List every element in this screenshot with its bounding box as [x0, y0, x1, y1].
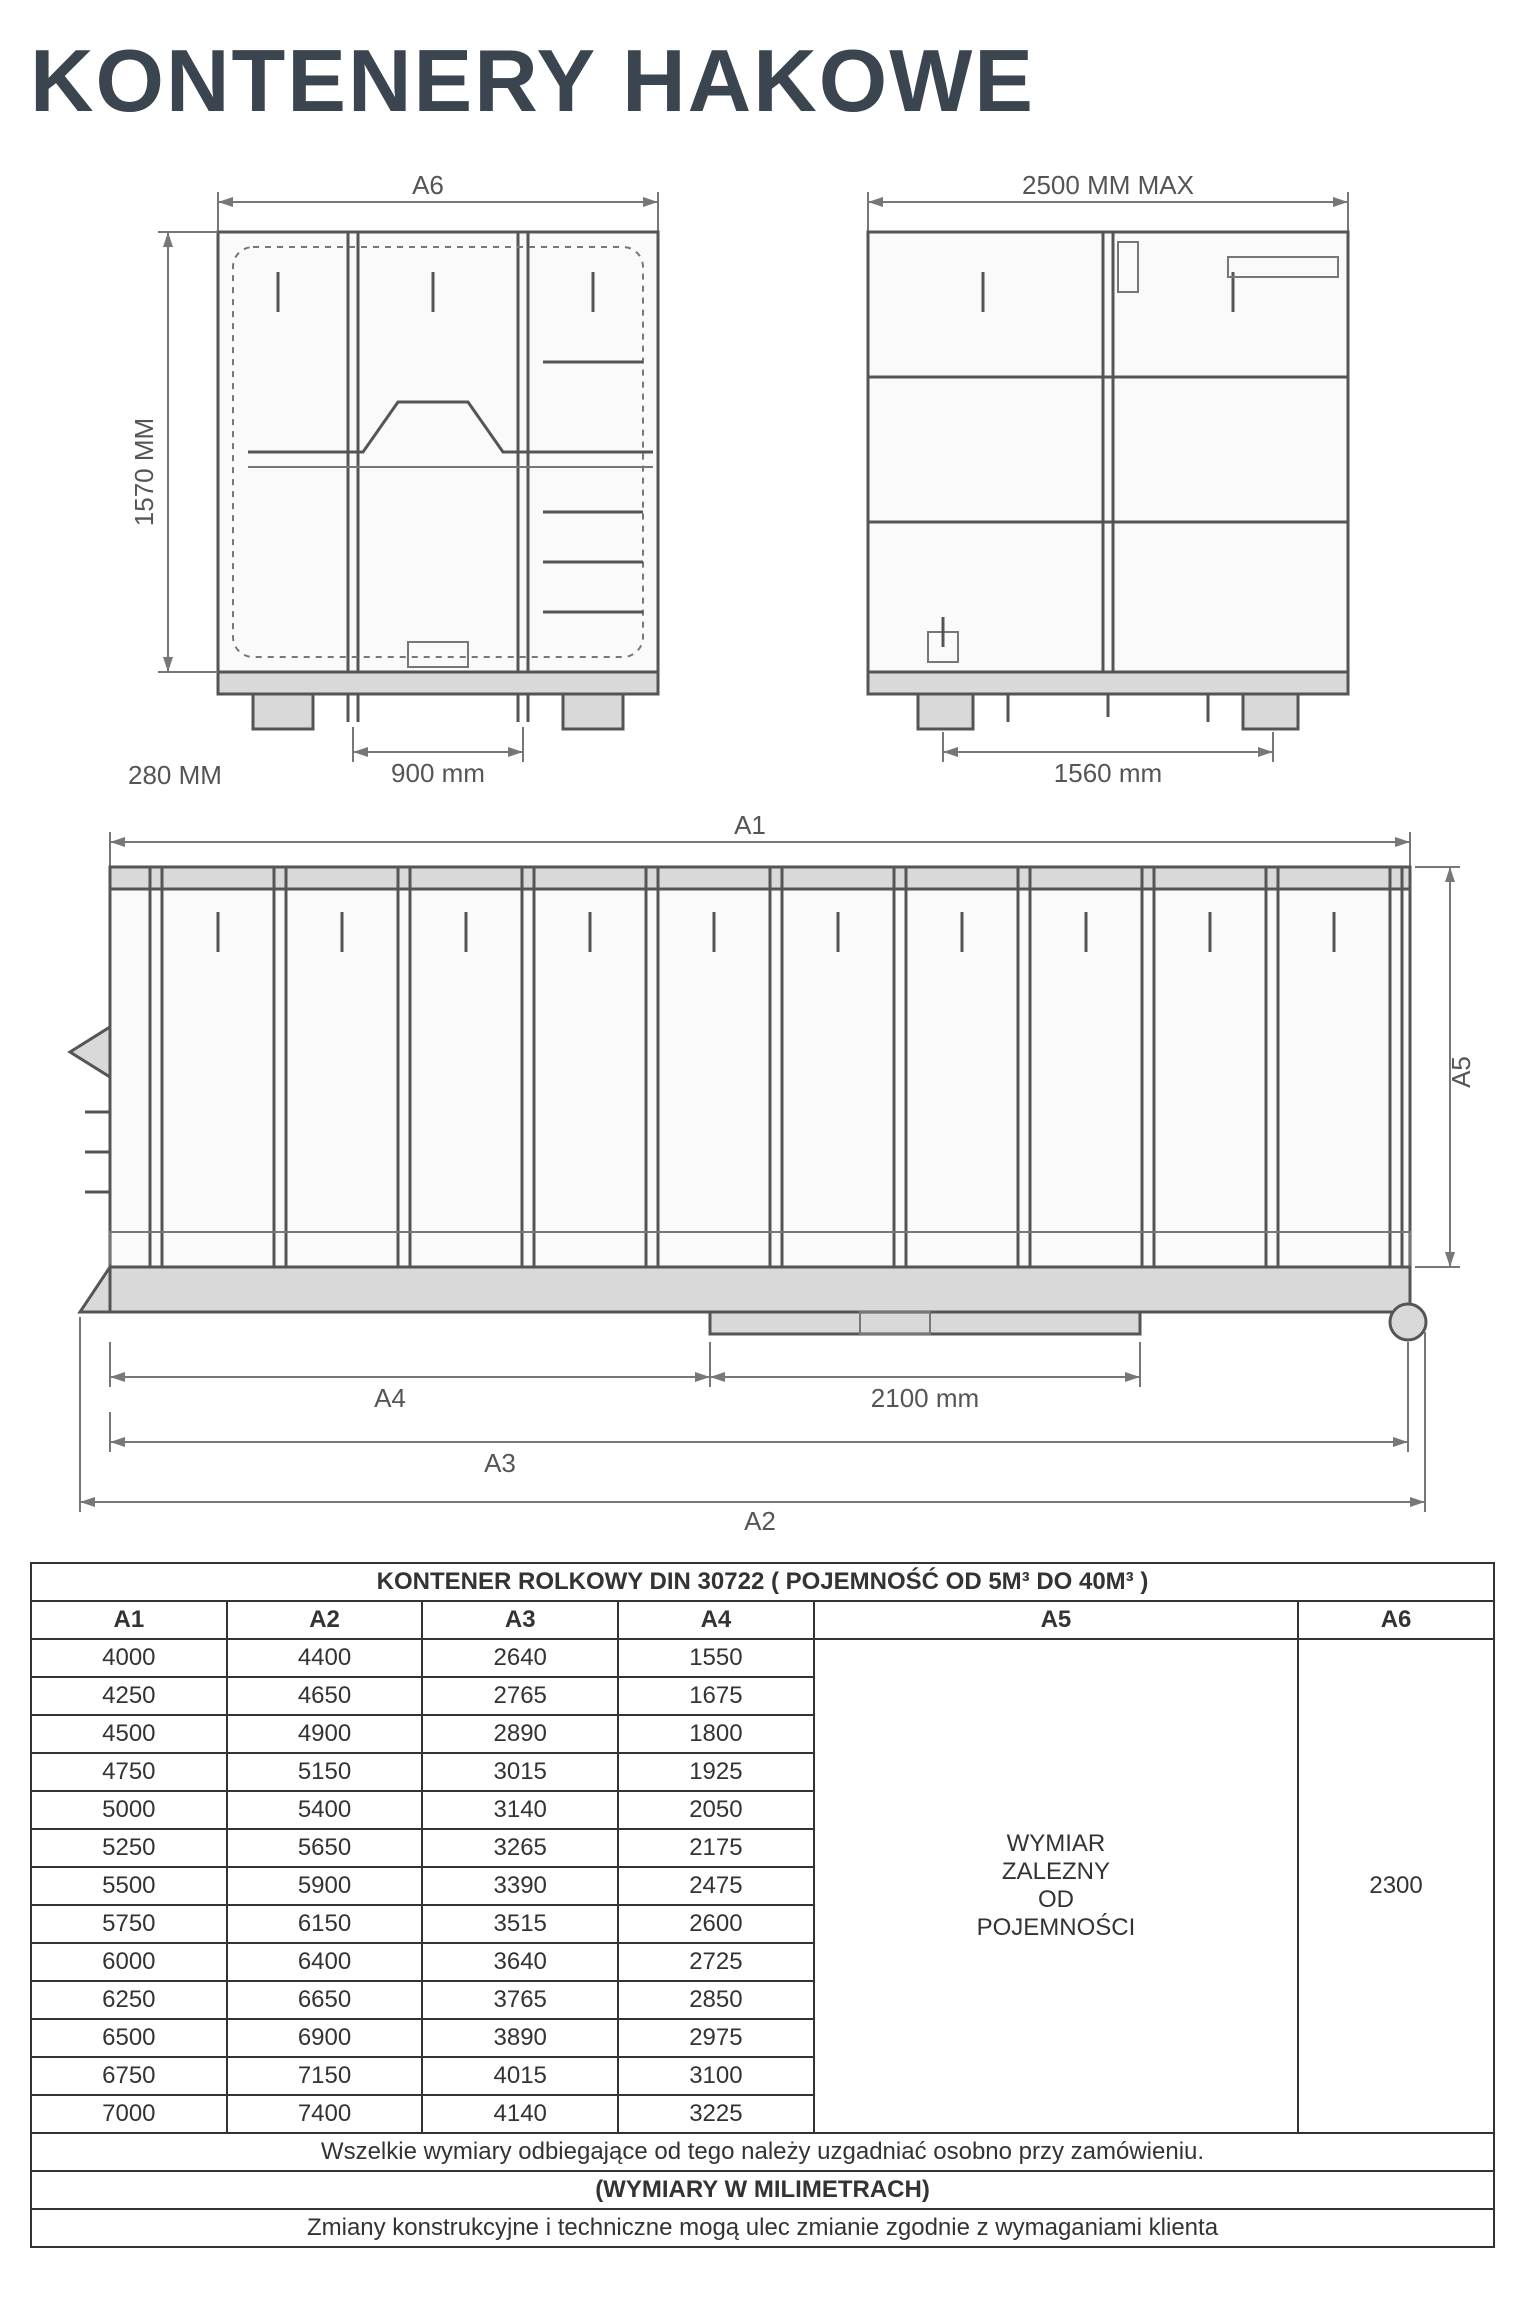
table-row: 4000440026401550WYMIAR ZALEZNY OD POJEMN…: [31, 1639, 1494, 1677]
table-cell: 4500: [31, 1715, 227, 1753]
dim-a6-label: A6: [412, 172, 444, 200]
col-a5: A5: [814, 1601, 1298, 1639]
col-a6: A6: [1298, 1601, 1494, 1639]
rear-view-drawing: 2500 MM MAX: [788, 172, 1428, 792]
table-cell: 5000: [31, 1791, 227, 1829]
table-cell: 4900: [227, 1715, 423, 1753]
table-cell: 4750: [31, 1753, 227, 1791]
table-cell: 4015: [422, 2057, 618, 2095]
col-a1: A1: [31, 1601, 227, 1639]
table-cell: 6150: [227, 1905, 423, 1943]
table-cell: 3640: [422, 1943, 618, 1981]
table-cell: 2640: [422, 1639, 618, 1677]
table-cell: 3225: [618, 2095, 814, 2133]
spec-table: KONTENER ROLKOWY DIN 30722 ( POJEMNOŚĆ O…: [30, 1562, 1495, 2248]
col-a4: A4: [618, 1601, 814, 1639]
dim-a3-label: A3: [484, 1448, 516, 1478]
table-cell: 3390: [422, 1867, 618, 1905]
table-cell: 2725: [618, 1943, 814, 1981]
top-drawings-row: A6: [30, 172, 1495, 792]
col-a2: A2: [227, 1601, 423, 1639]
table-cell: 6250: [31, 1981, 227, 2019]
dim-a5-label: A5: [1446, 1056, 1476, 1088]
page-title: KONTENERY HAKOWE: [30, 30, 1495, 132]
dim-a2-label: A2: [744, 1506, 776, 1532]
table-cell: 5650: [227, 1829, 423, 1867]
table-title: KONTENER ROLKOWY DIN 30722 ( POJEMNOŚĆ O…: [31, 1563, 1494, 1601]
dim-900-label: 900 mm: [391, 758, 485, 788]
table-cell: 6400: [227, 1943, 423, 1981]
dim-1560-label: 1560 mm: [1053, 758, 1161, 788]
table-cell: 2600: [618, 1905, 814, 1943]
dim-a1-label: A1: [734, 812, 766, 840]
table-cell: 3765: [422, 1981, 618, 2019]
table-cell: 7400: [227, 2095, 423, 2133]
table-cell: 1800: [618, 1715, 814, 1753]
table-cell: 2175: [618, 1829, 814, 1867]
table-cell: 3515: [422, 1905, 618, 1943]
dim-a4-label: A4: [374, 1383, 406, 1413]
dim-280-label: 280 MM: [128, 760, 222, 790]
table-header-row: A1 A2 A3 A4 A5 A6: [31, 1601, 1494, 1639]
table-cell: 4400: [227, 1639, 423, 1677]
table-cell: 6900: [227, 2019, 423, 2057]
table-cell: 6000: [31, 1943, 227, 1981]
table-cell: 3100: [618, 2057, 814, 2095]
note2: (WYMIARY W MILIMETRACH): [31, 2171, 1494, 2209]
a6-merged-cell: 2300: [1298, 1639, 1494, 2133]
table-cell: 7150: [227, 2057, 423, 2095]
table-cell: 6500: [31, 2019, 227, 2057]
table-cell: 4250: [31, 1677, 227, 1715]
dim-2100-label: 2100 mm: [871, 1383, 979, 1413]
side-view-drawing: A1 A5: [30, 812, 1495, 1532]
table-cell: 6750: [31, 2057, 227, 2095]
front-view-drawing: A6: [98, 172, 738, 792]
col-a3: A3: [422, 1601, 618, 1639]
table-cell: 3890: [422, 2019, 618, 2057]
table-cell: 2890: [422, 1715, 618, 1753]
note1: Wszelkie wymiary odbiegające od tego nal…: [31, 2133, 1494, 2171]
table-cell: 5400: [227, 1791, 423, 1829]
table-cell: 2475: [618, 1867, 814, 1905]
table-cell: 7000: [31, 2095, 227, 2133]
a5-merged-cell: WYMIAR ZALEZNY OD POJEMNOŚCI: [814, 1639, 1298, 2133]
table-cell: 5900: [227, 1867, 423, 1905]
table-cell: 4000: [31, 1639, 227, 1677]
table-cell: 3015: [422, 1753, 618, 1791]
dim-1570-label: 1570 MM: [129, 418, 159, 526]
table-cell: 1925: [618, 1753, 814, 1791]
table-cell: 2850: [618, 1981, 814, 2019]
note3: Zmiany konstrukcyjne i techniczne mogą u…: [31, 2209, 1494, 2247]
table-cell: 5150: [227, 1753, 423, 1791]
table-cell: 4650: [227, 1677, 423, 1715]
table-cell: 5250: [31, 1829, 227, 1867]
dim-2500-label: 2500 MM MAX: [1022, 172, 1194, 200]
table-cell: 2765: [422, 1677, 618, 1715]
table-cell: 5500: [31, 1867, 227, 1905]
table-cell: 5750: [31, 1905, 227, 1943]
table-cell: 6650: [227, 1981, 423, 2019]
table-cell: 3140: [422, 1791, 618, 1829]
table-cell: 3265: [422, 1829, 618, 1867]
table-cell: 1675: [618, 1677, 814, 1715]
table-cell: 2050: [618, 1791, 814, 1829]
table-cell: 1550: [618, 1639, 814, 1677]
table-cell: 4140: [422, 2095, 618, 2133]
table-cell: 2975: [618, 2019, 814, 2057]
